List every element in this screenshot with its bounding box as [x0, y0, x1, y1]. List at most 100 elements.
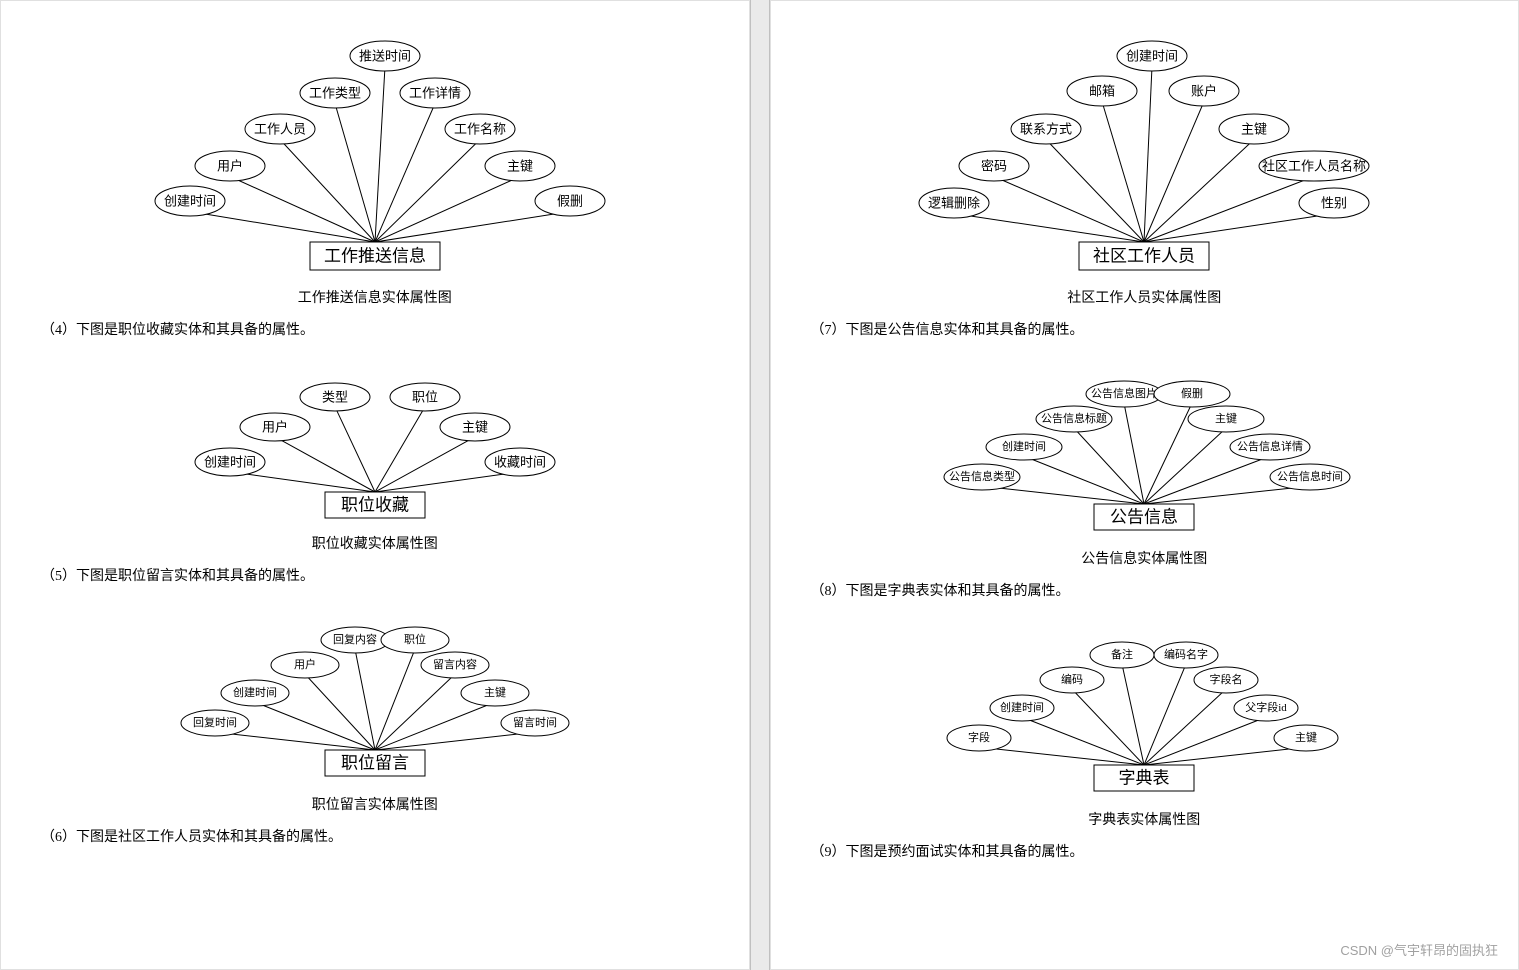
diagram-4: 逻辑删除密码联系方式邮箱创建时间账户主键社区工作人员名称性别社区工作人员	[801, 21, 1489, 281]
attribute-label: 用户	[217, 159, 243, 174]
attribute-label: 用户	[294, 657, 316, 671]
connector-line	[335, 104, 375, 243]
diagram-5: 公告信息类型创建时间公告信息标题公告信息图片假删主键公告信息详情公告信息时间公告…	[801, 357, 1489, 542]
page-container: 创建时间用户工作人员工作类型推送时间工作详情工作名称主键假删工作推送信息 工作推…	[0, 0, 1519, 970]
desc-8: （8）下图是字典表实体和其具备的属性。	[801, 580, 1489, 600]
connector-line	[994, 177, 1144, 243]
connector-line	[982, 486, 1144, 504]
right-page: 逻辑删除密码联系方式邮箱创建时间账户主键社区工作人员名称性别社区工作人员 社区工…	[770, 0, 1519, 970]
entity-label: 社区工作人员	[1093, 247, 1195, 266]
connector-line	[954, 214, 1144, 243]
connector-line	[375, 407, 425, 492]
connector-line	[335, 407, 375, 492]
attribute-label: 联系方式	[1020, 122, 1072, 137]
caption-6: 字典表实体属性图	[801, 809, 1489, 829]
watermark: CSDN @气宇轩昂的固执狂	[1340, 940, 1498, 959]
attribute-label: 字段	[968, 730, 990, 744]
connector-line	[190, 212, 375, 243]
connector-line	[1144, 177, 1314, 243]
attribute-label: 创建时间	[1002, 439, 1046, 453]
attribute-label: 回复内容	[333, 632, 377, 646]
er-svg: 逻辑删除密码联系方式邮箱创建时间账户主键社区工作人员名称性别社区工作人员	[894, 21, 1394, 281]
er-svg: 字段 创建时间 编码 备注 编码名字字段名父字段id 主键字典表	[924, 618, 1364, 803]
attribute-label: 逻辑删除	[928, 196, 980, 211]
desc-9: （9）下图是预约面试实体和其具备的属性。	[801, 841, 1489, 861]
attribute-label: 社区工作人员名称	[1262, 159, 1366, 174]
connector-line	[1144, 102, 1204, 243]
connector-line	[375, 674, 455, 750]
connector-line	[275, 437, 375, 492]
attribute-label: 创建时间	[164, 194, 216, 209]
connector-line	[375, 472, 520, 492]
attribute-label: 主键	[1215, 411, 1237, 425]
connector-line	[375, 732, 535, 750]
connector-line	[1102, 102, 1144, 243]
attribute-label: 父字段id	[1245, 700, 1287, 714]
connector-line	[1144, 747, 1306, 765]
desc-5: （5）下图是职位留言实体和其具备的属性。	[31, 565, 719, 585]
attribute-label: 收藏时间	[494, 455, 546, 470]
attribute-label: 主键	[484, 685, 506, 699]
left-page: 创建时间用户工作人员工作类型推送时间工作详情工作名称主键假删工作推送信息 工作推…	[0, 0, 750, 970]
connector-line	[375, 140, 480, 243]
diagram-6: 字段 创建时间 编码 备注 编码名字字段名父字段id 主键字典表	[801, 618, 1489, 803]
attribute-label: 邮箱	[1089, 84, 1115, 99]
attribute-label: 主键	[1241, 122, 1267, 137]
connector-line	[1144, 214, 1334, 243]
connector-line	[230, 177, 375, 243]
attribute-label: 备注	[1111, 647, 1133, 661]
er-svg: 公告信息类型创建时间公告信息标题公告信息图片假删主键公告信息详情公告信息时间公告…	[924, 357, 1364, 542]
connector-line	[215, 732, 375, 750]
connector-line	[1144, 428, 1226, 504]
attribute-label: 主键	[1295, 730, 1317, 744]
attribute-label: 用户	[262, 420, 288, 435]
connector-line	[979, 747, 1144, 765]
er-svg: 创建时间用户类型职位主键收藏时间职位收藏	[165, 357, 585, 527]
attribute-label: 公告信息标题	[1041, 411, 1107, 425]
entity-label: 职位收藏	[341, 496, 409, 515]
attribute-label: 推送时间	[359, 49, 411, 64]
connector-line	[1022, 717, 1144, 765]
connector-line	[375, 67, 385, 243]
connector-line	[1074, 428, 1144, 504]
attribute-label: 公告信息详情	[1237, 439, 1303, 453]
attribute-label: 主键	[462, 420, 488, 435]
connector-line	[355, 649, 375, 750]
attribute-label: 性别	[1321, 196, 1347, 211]
caption-3: 职位留言实体属性图	[31, 794, 719, 814]
attribute-label: 职位	[404, 632, 426, 646]
attribute-label: 主键	[507, 159, 533, 174]
attribute-label: 工作名称	[454, 122, 506, 137]
attribute-label: 工作人员	[254, 122, 306, 137]
attribute-label: 创建时间	[233, 685, 277, 699]
attribute-label: 类型	[322, 390, 348, 405]
attribute-label: 工作类型	[309, 86, 361, 101]
connector-line	[375, 437, 475, 492]
caption-5: 公告信息实体属性图	[801, 548, 1489, 568]
attribute-label: 职位	[412, 390, 438, 405]
connector-line	[375, 649, 415, 750]
attribute-label: 公告信息图片	[1091, 386, 1157, 400]
connector-line	[305, 674, 375, 750]
entity-label: 字典表	[1119, 769, 1170, 788]
connector-line	[1144, 67, 1152, 243]
attribute-label: 公告信息类型	[949, 469, 1015, 483]
attribute-label: 编码名字	[1164, 647, 1208, 661]
attribute-label: 留言内容	[433, 657, 477, 671]
attribute-label: 字段名	[1210, 672, 1243, 686]
page-divider	[750, 0, 770, 970]
desc-6: （6）下图是社区工作人员实体和其具备的属性。	[31, 826, 719, 846]
attribute-label: 回复时间	[193, 715, 237, 729]
entity-label: 职位留言	[341, 754, 409, 773]
connector-line	[1124, 403, 1144, 504]
attribute-label: 密码	[981, 159, 1007, 174]
connector-line	[375, 177, 520, 243]
attribute-label: 创建时间	[1000, 700, 1044, 714]
attribute-label: 账户	[1191, 84, 1217, 99]
entity-label: 公告信息	[1110, 508, 1178, 527]
er-svg: 回复时间创建时间用户回复内容职位留言内容主键留言时间职位留言	[155, 603, 595, 788]
attribute-label: 编码	[1061, 672, 1083, 686]
connector-line	[375, 212, 570, 243]
desc-7: （7）下图是公告信息实体和其具备的属性。	[801, 319, 1489, 339]
connector-line	[1072, 689, 1144, 765]
